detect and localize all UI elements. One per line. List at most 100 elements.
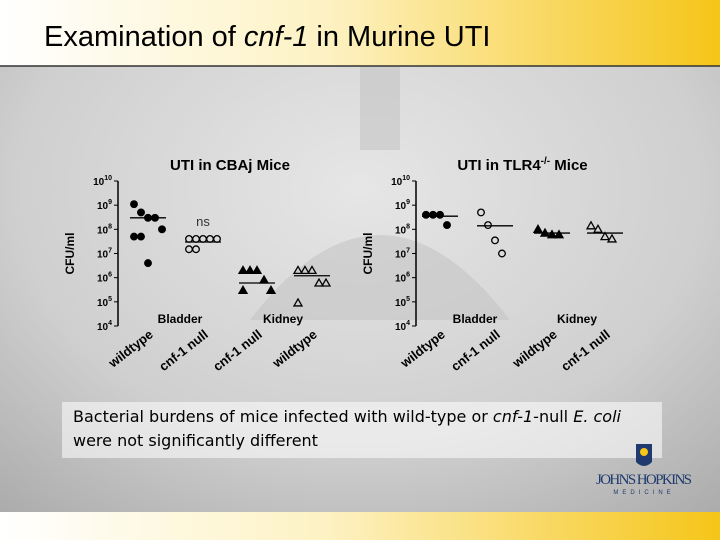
data-point xyxy=(592,224,604,233)
caption-line: were not significantly different xyxy=(73,431,318,450)
y-tick-label: 109 xyxy=(97,199,112,212)
data-point xyxy=(313,277,325,287)
tick-exponent: 10 xyxy=(104,175,112,182)
y-tick-label: 106 xyxy=(395,272,410,285)
caption-part: were not significantly different xyxy=(73,431,318,450)
tick-base: 10 xyxy=(97,298,109,309)
annotation: ns xyxy=(196,214,210,229)
y-tick-label: 108 xyxy=(395,223,410,236)
data-point xyxy=(585,220,597,230)
data-point xyxy=(130,200,138,209)
tick-exponent: 6 xyxy=(108,272,112,279)
slide-title: Examination of cnf-1 in Murine UTI xyxy=(44,21,490,53)
group-label: Bladder xyxy=(453,312,498,326)
tick-base: 10 xyxy=(97,201,109,212)
caption-part: cnf-1 xyxy=(493,407,533,426)
tick-exponent: 9 xyxy=(406,199,410,206)
logo-text: JOHNS HOPKINS xyxy=(596,472,692,488)
title-part: UTI in CBAj Mice xyxy=(170,157,290,174)
tick-base: 10 xyxy=(97,225,109,236)
y-tick-label: 109 xyxy=(395,199,410,212)
tick-exponent: 8 xyxy=(108,223,112,230)
y-tick-label: 108 xyxy=(97,223,112,236)
y-tick-label: 106 xyxy=(97,272,112,285)
caption-part: -null xyxy=(533,407,573,426)
data-point xyxy=(237,265,249,275)
y-tick-label: 107 xyxy=(395,248,410,261)
tick-exponent: 6 xyxy=(406,272,410,279)
data-point xyxy=(477,208,485,217)
tick-exponent: 4 xyxy=(406,320,410,327)
tick-base: 10 xyxy=(391,177,403,188)
data-point xyxy=(498,249,506,258)
data-point xyxy=(265,284,277,294)
data-point xyxy=(599,231,611,241)
tick-exponent: 8 xyxy=(406,223,410,230)
y-tick-label: 1010 xyxy=(391,175,410,188)
caption-line: Bacterial burdens of mice infected with … xyxy=(73,407,622,426)
data-point xyxy=(237,284,249,294)
footer-band xyxy=(0,512,720,540)
data-point xyxy=(130,232,138,241)
y-tick-label: 1010 xyxy=(93,175,112,188)
data-point xyxy=(299,265,311,275)
tick-exponent: 7 xyxy=(108,248,112,255)
data-point xyxy=(429,210,437,219)
tick-exponent: 5 xyxy=(406,296,410,303)
title-part: UTI in TLR4 xyxy=(457,157,541,174)
title-superscript: -/- xyxy=(541,156,550,167)
data-point xyxy=(422,210,430,219)
tick-base: 10 xyxy=(395,298,407,309)
chart-title: UTI in TLR4-/- Mice xyxy=(457,156,587,174)
logo-subtext: MEDICINE xyxy=(613,490,674,496)
y-axis-label: CFU/ml xyxy=(63,233,77,275)
tick-base: 10 xyxy=(93,177,105,188)
data-point xyxy=(244,265,256,275)
tick-base: 10 xyxy=(97,250,109,261)
tick-exponent: 4 xyxy=(108,320,112,327)
data-point xyxy=(137,232,145,241)
data-point xyxy=(144,259,152,268)
group-label: Kidney xyxy=(557,312,597,326)
y-tick-label: 104 xyxy=(395,320,410,333)
building-silhouette xyxy=(250,60,510,320)
chart-title: UTI in CBAj Mice xyxy=(170,157,290,174)
tick-base: 10 xyxy=(97,274,109,285)
header-band xyxy=(0,0,720,66)
tick-base: 10 xyxy=(395,322,407,333)
caption-part: Bacterial burdens of mice infected with … xyxy=(73,407,493,426)
data-point xyxy=(158,225,166,234)
tick-exponent: 10 xyxy=(402,175,410,182)
tick-base: 10 xyxy=(97,322,109,333)
data-point xyxy=(192,245,200,254)
data-point xyxy=(606,233,618,243)
data-point xyxy=(137,208,145,217)
data-point xyxy=(292,297,304,307)
data-point xyxy=(546,229,558,239)
y-tick-label: 107 xyxy=(97,248,112,261)
data-point xyxy=(251,265,263,275)
tick-base: 10 xyxy=(395,250,407,261)
data-point xyxy=(443,221,451,230)
data-point xyxy=(491,236,499,245)
y-tick-label: 104 xyxy=(97,320,112,333)
data-point xyxy=(484,221,492,230)
tick-exponent: 5 xyxy=(108,296,112,303)
caption-backdrop xyxy=(62,402,662,458)
data-point xyxy=(553,229,565,239)
title-part: Examination of xyxy=(44,21,244,53)
tick-base: 10 xyxy=(395,201,407,212)
logo-emblem xyxy=(640,448,648,456)
data-point xyxy=(320,277,332,287)
title-part: Mice xyxy=(550,157,588,174)
tick-base: 10 xyxy=(395,274,407,285)
tick-exponent: 9 xyxy=(108,199,112,206)
data-point xyxy=(292,265,304,275)
data-point xyxy=(436,210,444,219)
title-part: in Murine UTI xyxy=(308,21,490,53)
y-axis-label: CFU/ml xyxy=(361,233,375,275)
y-tick-label: 105 xyxy=(395,296,410,309)
title-part: cnf-1 xyxy=(244,21,308,53)
